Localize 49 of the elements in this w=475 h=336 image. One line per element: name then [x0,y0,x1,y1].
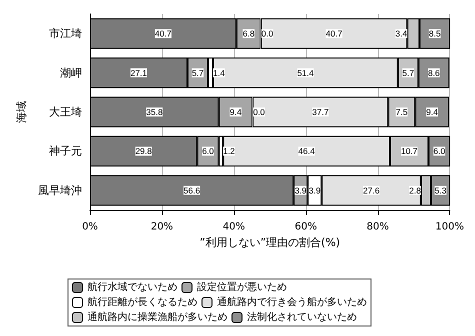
data-label: 6.0 [202,146,214,156]
y-tick-label: 神子元 [49,144,82,158]
data-label: 2.8 [409,185,422,196]
data-label: 35.8 [146,107,163,117]
data-label: 27.6 [363,185,380,196]
data-label: 3.9 [294,185,307,196]
data-label: 37.7 [312,107,329,117]
legend-label: 航行距離が長くなるため [88,296,198,308]
x-axis-title: ”利用しない”理由の割合(%) [200,236,340,249]
x-tick-label: 60% [294,222,317,232]
x-tick-label: 20% [150,222,174,232]
data-label: 0.0 [253,107,266,117]
data-label: 0.0 [261,28,274,39]
data-label: 40.7 [154,28,172,39]
x-tick-label: 80% [366,222,389,232]
data-label: 9.4 [426,107,438,117]
data-label: 5.7 [192,68,204,78]
data-label: 3.4 [395,28,408,39]
data-label: 27.1 [130,68,148,78]
legend-label: 通航路内で行き会う船が多いため [217,296,367,308]
y-tick-label: 市江埼 [49,27,82,40]
data-label: 46.4 [298,146,316,156]
data-label: 5.3 [434,185,447,196]
y-tick-label: 潮岬 [60,66,82,80]
data-label: 3.9 [308,185,321,196]
x-tick-label: 0% [82,222,98,232]
y-axis-title: 海域 [15,101,28,123]
legend-label: 法制化されていないため [247,311,357,323]
data-label: 1.2 [223,146,236,156]
legend-label: 航行水域でないため [88,281,178,293]
data-label: 7.5 [396,107,408,117]
data-label: 8.5 [428,28,441,39]
y-tick-label: 風早埼沖 [38,184,82,197]
x-tick-label: 100% [435,222,464,232]
data-label: 9.4 [230,107,242,117]
data-label: 40.7 [326,28,343,39]
data-label: 6.0 [433,146,446,156]
legend-label: 設定位置が悪いため [197,281,287,293]
data-label: 29.8 [135,146,152,156]
data-label: 10.7 [400,146,418,156]
data-label: 6.8 [242,28,255,39]
data-label: 56.6 [184,185,200,196]
y-tick-label: 大王埼 [49,106,82,118]
data-label: 51.4 [297,68,314,78]
data-label: 5.7 [402,68,414,78]
legend-label: 通航路内に操業漁船が多いため [88,311,228,323]
data-label: 8.6 [428,68,440,78]
data-label: 1.4 [213,68,226,78]
x-tick-label: 40% [222,222,245,232]
